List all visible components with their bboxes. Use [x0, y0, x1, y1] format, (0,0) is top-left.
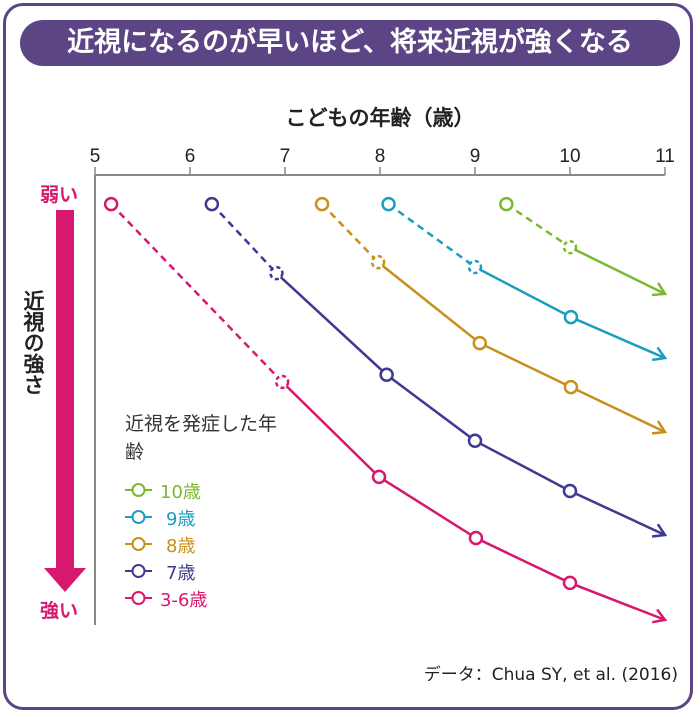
x-axis-label: こどもの年齢（歳） [285, 106, 475, 130]
series-point [563, 309, 579, 325]
data-credit: データ：Chua SY, et al. (2016) [423, 665, 678, 685]
legend-item: 7歳 [166, 563, 196, 584]
legend-title: 近視を発症した年齢 [125, 413, 278, 463]
legend-marker [131, 510, 146, 524]
series-onset-point [562, 239, 578, 255]
x-tick-label: 5 [90, 146, 101, 167]
legend-item: 3-6歳 [160, 590, 208, 611]
legend-item: 10歳 [160, 482, 201, 503]
series-dashed-segment [110, 203, 284, 383]
x-tick-label: 6 [185, 146, 196, 167]
legend-item: 8歳 [166, 536, 196, 557]
chart-title: 近視になるのが早いほど、将来近視が強くなる [20, 20, 680, 66]
x-tick-label: 7 [280, 146, 291, 167]
series-dashed-segment [321, 203, 379, 264]
series-point [472, 335, 487, 351]
series-point [371, 469, 387, 485]
series-point [563, 379, 579, 395]
series-arrow-head [651, 346, 668, 362]
series-dashed-segment [387, 203, 476, 269]
series-arrow-head [651, 420, 668, 435]
x-tick-label: 10 [559, 146, 580, 167]
series-line [377, 261, 666, 434]
series-onset-point [370, 254, 386, 270]
x-tick-label: 11 [655, 146, 675, 167]
x-tick-label: 8 [375, 146, 386, 167]
series-point [468, 530, 484, 546]
series-arrow-head [651, 523, 668, 538]
series-dashed-segment [505, 203, 571, 249]
series-dashed-segment [210, 203, 278, 275]
series-onset-point [274, 374, 290, 390]
series-line [281, 380, 666, 622]
series-point [562, 483, 578, 499]
series-start-point [103, 196, 119, 212]
y-top-label: 弱い [40, 184, 79, 206]
series-start-point [381, 196, 396, 212]
legend-item: 9歳 [166, 509, 196, 530]
series-onset-point [467, 259, 483, 275]
y-axis-arrow-shaft [56, 210, 74, 570]
series-point [562, 575, 578, 591]
legend-marker [131, 564, 146, 578]
chart-frame [3, 3, 693, 710]
series-point [467, 433, 483, 449]
legend-marker [131, 483, 146, 497]
y-axis-arrow-head [44, 568, 86, 592]
series-arrow-head [651, 608, 668, 624]
series-line [569, 246, 666, 295]
series-point [379, 367, 394, 383]
series-arrow-head [651, 282, 668, 297]
series-start-point [499, 196, 514, 212]
series-onset-point [269, 265, 284, 281]
y-axis-label: 近視の強さ [21, 290, 45, 395]
series-start-point [314, 196, 330, 212]
y-bottom-label: 強い [40, 600, 79, 622]
x-tick-label: 9 [470, 146, 481, 167]
legend-marker [131, 591, 146, 605]
legend-marker [131, 537, 146, 551]
series-start-point [204, 196, 220, 212]
